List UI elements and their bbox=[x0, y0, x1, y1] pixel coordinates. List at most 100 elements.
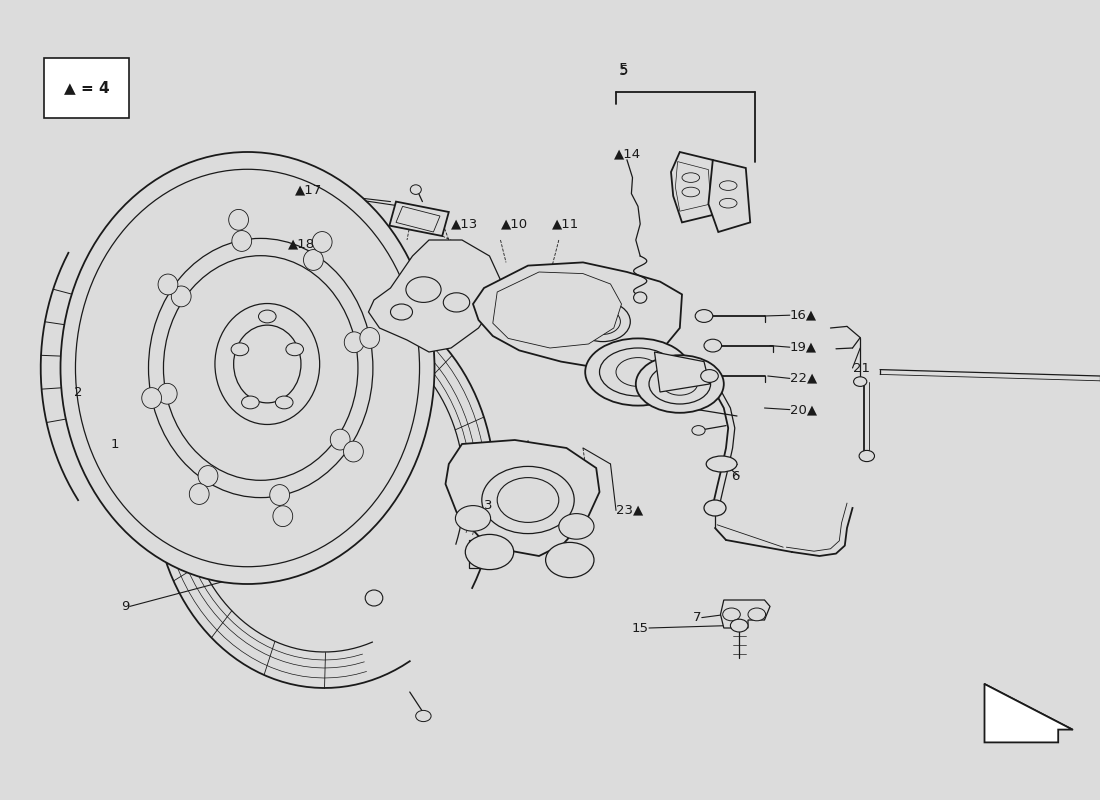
Ellipse shape bbox=[233, 325, 301, 403]
Ellipse shape bbox=[704, 500, 726, 516]
Ellipse shape bbox=[719, 198, 737, 208]
Ellipse shape bbox=[286, 343, 304, 356]
Ellipse shape bbox=[585, 338, 691, 406]
Ellipse shape bbox=[600, 348, 676, 396]
FancyBboxPatch shape bbox=[44, 58, 129, 118]
Ellipse shape bbox=[304, 250, 323, 270]
Ellipse shape bbox=[465, 534, 514, 570]
Ellipse shape bbox=[443, 293, 470, 312]
Ellipse shape bbox=[360, 327, 379, 348]
Ellipse shape bbox=[546, 542, 594, 578]
Ellipse shape bbox=[157, 383, 177, 404]
Ellipse shape bbox=[575, 302, 630, 342]
Polygon shape bbox=[654, 352, 710, 392]
Ellipse shape bbox=[406, 277, 441, 302]
Ellipse shape bbox=[616, 358, 660, 386]
Ellipse shape bbox=[723, 608, 740, 621]
Ellipse shape bbox=[258, 310, 276, 323]
Polygon shape bbox=[473, 262, 682, 368]
Ellipse shape bbox=[275, 396, 293, 409]
Ellipse shape bbox=[482, 466, 574, 534]
Ellipse shape bbox=[76, 170, 419, 566]
Polygon shape bbox=[396, 206, 440, 232]
Polygon shape bbox=[984, 684, 1072, 742]
Polygon shape bbox=[675, 162, 711, 211]
Ellipse shape bbox=[365, 590, 383, 606]
Ellipse shape bbox=[636, 355, 724, 413]
Ellipse shape bbox=[559, 514, 594, 539]
Ellipse shape bbox=[390, 304, 412, 320]
Polygon shape bbox=[720, 600, 770, 628]
Ellipse shape bbox=[164, 256, 358, 480]
Text: 2: 2 bbox=[74, 386, 82, 398]
Ellipse shape bbox=[416, 710, 431, 722]
Text: 16▲: 16▲ bbox=[790, 309, 817, 322]
Ellipse shape bbox=[198, 466, 218, 486]
Polygon shape bbox=[446, 440, 600, 556]
Ellipse shape bbox=[410, 185, 421, 194]
Ellipse shape bbox=[273, 506, 293, 526]
Text: ▲ = 4: ▲ = 4 bbox=[64, 81, 109, 95]
Ellipse shape bbox=[232, 230, 252, 251]
Ellipse shape bbox=[455, 506, 491, 531]
Polygon shape bbox=[493, 272, 622, 348]
Ellipse shape bbox=[189, 484, 209, 505]
Text: 21: 21 bbox=[852, 362, 869, 374]
Text: 3: 3 bbox=[484, 499, 493, 512]
Ellipse shape bbox=[229, 210, 249, 230]
Text: ▲18: ▲18 bbox=[288, 238, 316, 250]
Ellipse shape bbox=[242, 396, 260, 409]
Ellipse shape bbox=[344, 332, 364, 353]
Ellipse shape bbox=[214, 303, 320, 425]
Text: 23▲: 23▲ bbox=[616, 504, 644, 517]
Text: ▲11: ▲11 bbox=[552, 218, 580, 230]
Ellipse shape bbox=[270, 485, 289, 506]
Text: ▲13: ▲13 bbox=[451, 218, 478, 230]
Text: 20▲: 20▲ bbox=[790, 403, 817, 416]
Text: ▲17: ▲17 bbox=[295, 184, 322, 197]
Ellipse shape bbox=[634, 292, 647, 303]
Text: 6: 6 bbox=[730, 470, 739, 482]
Ellipse shape bbox=[719, 181, 737, 190]
Ellipse shape bbox=[692, 426, 705, 435]
Ellipse shape bbox=[730, 619, 748, 632]
Text: 1: 1 bbox=[110, 438, 119, 450]
Ellipse shape bbox=[330, 430, 350, 450]
Ellipse shape bbox=[854, 377, 867, 386]
Ellipse shape bbox=[859, 450, 874, 462]
Polygon shape bbox=[389, 202, 449, 236]
Text: 5: 5 bbox=[619, 64, 628, 77]
Ellipse shape bbox=[172, 286, 191, 306]
Ellipse shape bbox=[158, 274, 178, 295]
Text: 9: 9 bbox=[121, 600, 130, 613]
Ellipse shape bbox=[682, 173, 700, 182]
Ellipse shape bbox=[343, 441, 363, 462]
Text: 5: 5 bbox=[619, 63, 628, 78]
Polygon shape bbox=[671, 152, 715, 222]
Polygon shape bbox=[470, 540, 498, 568]
Text: 22▲: 22▲ bbox=[790, 372, 817, 385]
Ellipse shape bbox=[701, 370, 718, 382]
Text: 19▲: 19▲ bbox=[790, 341, 817, 354]
Ellipse shape bbox=[521, 286, 583, 330]
Ellipse shape bbox=[682, 187, 700, 197]
Ellipse shape bbox=[649, 364, 711, 404]
Text: 7: 7 bbox=[693, 611, 702, 624]
Ellipse shape bbox=[231, 343, 249, 356]
Ellipse shape bbox=[312, 231, 332, 252]
Ellipse shape bbox=[695, 310, 713, 322]
Ellipse shape bbox=[60, 152, 434, 584]
Polygon shape bbox=[368, 240, 500, 352]
Ellipse shape bbox=[532, 294, 572, 322]
Ellipse shape bbox=[471, 542, 486, 554]
Ellipse shape bbox=[662, 373, 697, 395]
Ellipse shape bbox=[142, 388, 162, 409]
Ellipse shape bbox=[706, 456, 737, 472]
Ellipse shape bbox=[704, 339, 722, 352]
Text: 15: 15 bbox=[632, 622, 649, 634]
Text: ▲14: ▲14 bbox=[614, 147, 641, 160]
Ellipse shape bbox=[748, 608, 766, 621]
Ellipse shape bbox=[497, 478, 559, 522]
Polygon shape bbox=[708, 160, 750, 232]
Text: ▲10: ▲10 bbox=[500, 218, 528, 230]
